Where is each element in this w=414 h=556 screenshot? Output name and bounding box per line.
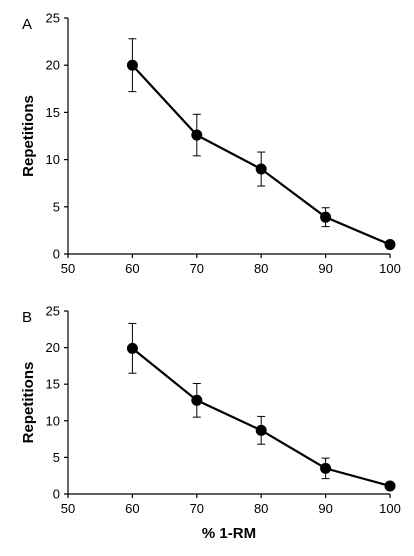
panel-a-y-tick-label: 20 [46, 58, 60, 73]
panel-b-y-tick-label: 25 [46, 304, 60, 319]
panel-b-y-axis-title: Repetitions [20, 362, 37, 444]
panel-b-data-point [126, 342, 138, 354]
panel-b-data-point [384, 480, 396, 492]
panel-a-y-tick-label: 10 [46, 152, 60, 167]
panel-a-x-tick-label: 80 [254, 261, 268, 276]
panel-b-letter: B [22, 309, 32, 326]
panel-a-data-point [191, 129, 203, 141]
panel-b-y-tick-label: 10 [46, 413, 60, 428]
panel-b-x-tick-label: 60 [125, 501, 139, 516]
panel-a-x-tick-label: 60 [125, 261, 139, 276]
panel-a-x-tick-label: 100 [379, 261, 401, 276]
panel-a-data-point [126, 59, 138, 71]
panel-b-data-point [320, 462, 332, 474]
panel-a-y-axis-title: Repetitions [20, 95, 37, 177]
panel-a-letter: A [22, 16, 32, 33]
panel-b-x-tick-label: 80 [254, 501, 268, 516]
panel-b-x-tick-label: 100 [379, 501, 401, 516]
panel-a-data-point [320, 211, 332, 223]
panel-b-y-tick-label: 15 [46, 377, 60, 392]
panel-a-y-tick-label: 0 [53, 247, 60, 262]
panel-a-y-tick-label: 25 [46, 11, 60, 26]
panel-b-data-point [255, 424, 267, 436]
panel-b-x-axis-title: % 1-RM [202, 525, 256, 542]
panel-b-y-tick-label: 0 [53, 487, 60, 502]
panel-a-x-tick-label: 90 [318, 261, 332, 276]
panel-b-x-tick-label: 70 [190, 501, 204, 516]
panel-b-x-tick-label: 50 [61, 501, 75, 516]
panel-a-data-point [255, 163, 267, 175]
panel-a-data-point [384, 239, 396, 251]
panel-a-x-tick-label: 70 [190, 261, 204, 276]
panel-a-x-tick-label: 50 [61, 261, 75, 276]
panel-b-y-tick-label: 5 [53, 450, 60, 465]
panel-b-data-point [191, 394, 203, 406]
panel-b-y-tick-label: 20 [46, 340, 60, 355]
panel-b-x-tick-label: 90 [318, 501, 332, 516]
panel-a-y-tick-label: 15 [46, 105, 60, 120]
panel-a-y-tick-label: 5 [53, 199, 60, 214]
